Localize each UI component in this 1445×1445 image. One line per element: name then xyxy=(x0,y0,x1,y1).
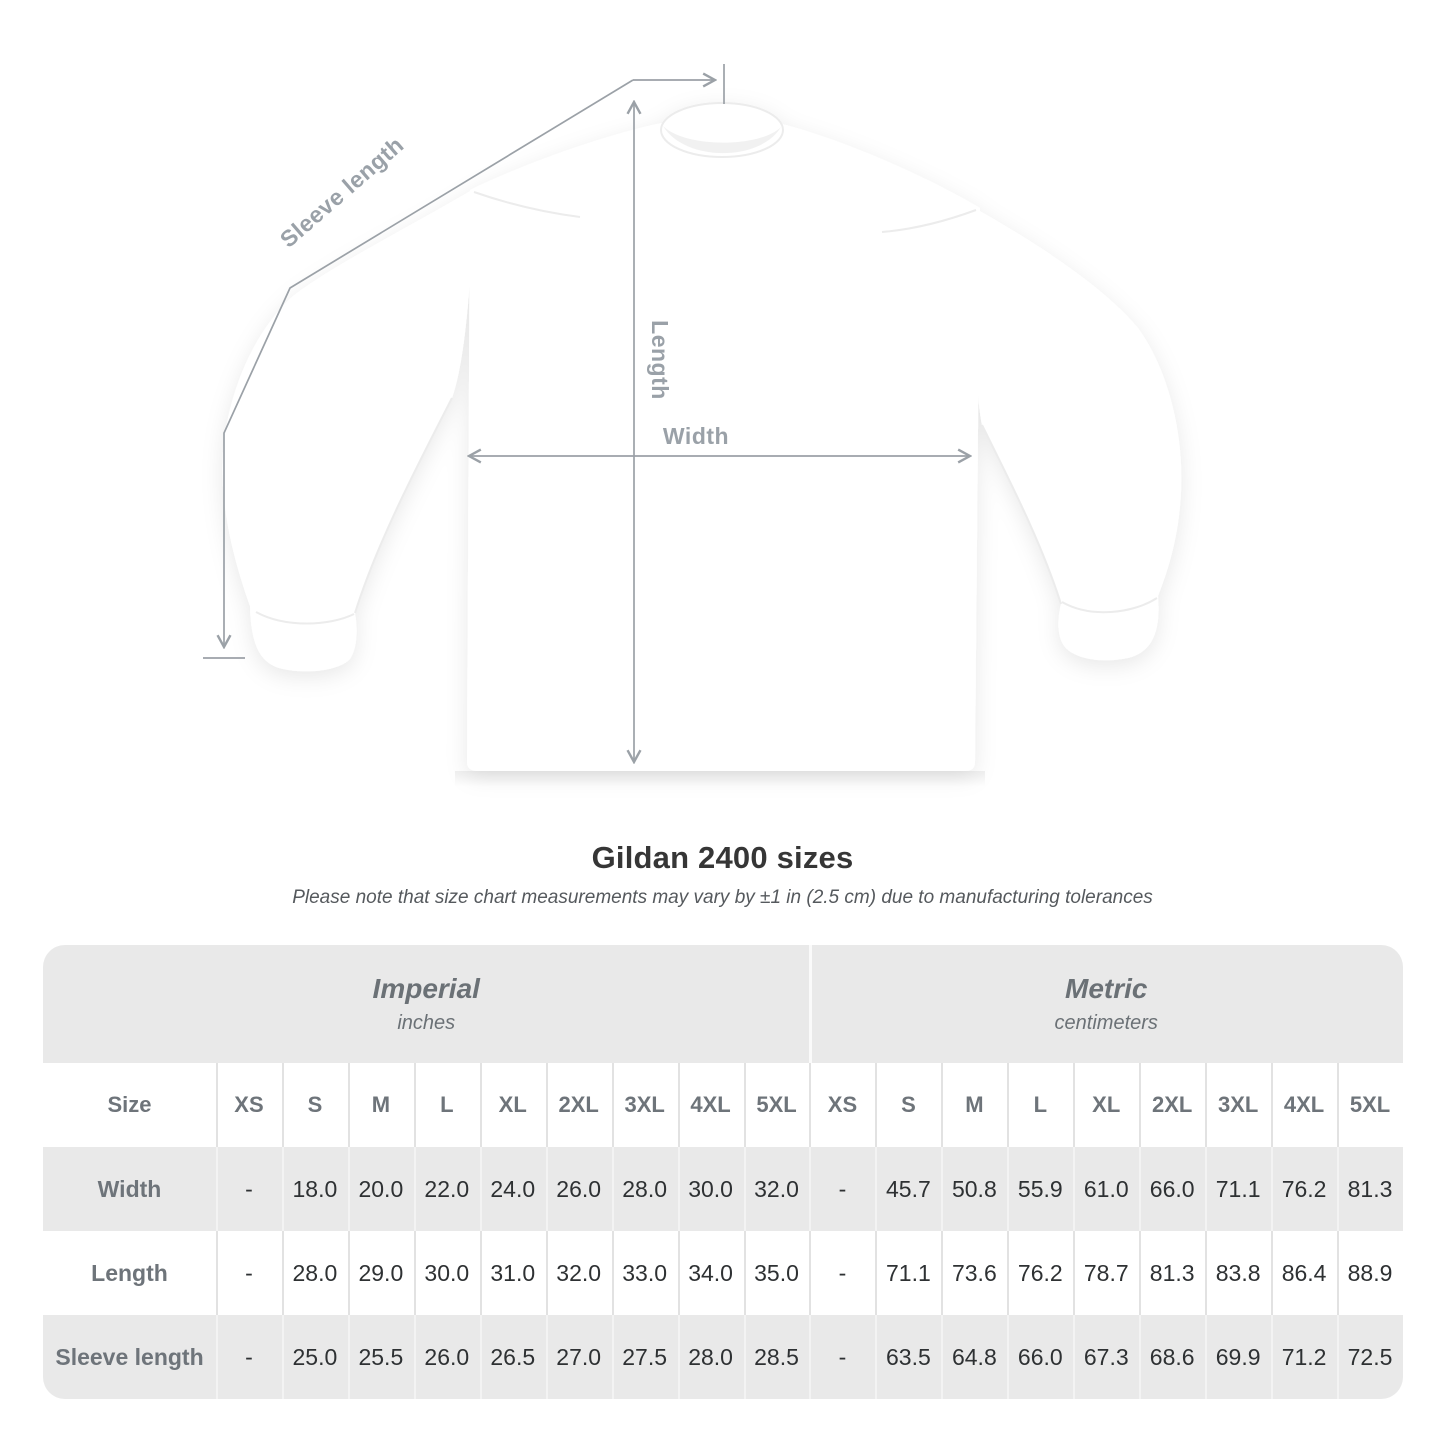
sleeve-length-label: Sleeve length xyxy=(275,131,409,252)
value-cell-imperial: 33.0 xyxy=(611,1231,678,1315)
size-header-metric-M: M xyxy=(941,1063,1008,1147)
shirt-shading xyxy=(255,191,1158,625)
length-label: Length xyxy=(647,320,673,400)
value-cell-metric: 64.8 xyxy=(941,1315,1008,1399)
size-header-metric-L: L xyxy=(1007,1063,1074,1147)
hem-shadow xyxy=(455,771,985,787)
value-cell-imperial: 28.0 xyxy=(611,1147,678,1231)
size-table-grid: Imperial inches Metric centimeters Size XS S M L… xyxy=(43,945,1403,1399)
row-label: Length xyxy=(43,1231,216,1315)
value-cell-imperial: 32.0 xyxy=(743,1147,810,1231)
value-cell-metric: 66.0 xyxy=(1007,1315,1074,1399)
size-table: Imperial inches Metric centimeters Size XS S M L… xyxy=(43,945,1403,1399)
unit-group-sublabel: centimeters xyxy=(1054,1012,1158,1034)
value-cell-imperial: 30.0 xyxy=(677,1147,744,1231)
value-cell-metric: 71.1 xyxy=(875,1231,942,1315)
value-cell-imperial: 25.5 xyxy=(347,1315,414,1399)
value-cell-imperial: 26.0 xyxy=(413,1315,480,1399)
size-header-imperial-XS: XS xyxy=(216,1063,282,1147)
value-cell-metric: 63.5 xyxy=(875,1315,942,1399)
value-cell-metric: 71.2 xyxy=(1271,1315,1338,1399)
value-cell-metric: 73.6 xyxy=(941,1231,1008,1315)
unit-group-metric: Metric centimeters xyxy=(809,945,1403,1063)
value-cell-metric: - xyxy=(809,1315,876,1399)
sleeve-length-arrow xyxy=(203,64,725,659)
value-cell-metric: 55.9 xyxy=(1007,1147,1074,1231)
value-cell-imperial: 29.0 xyxy=(347,1231,414,1315)
value-cell-metric: 61.0 xyxy=(1073,1147,1140,1231)
size-header-imperial-S: S xyxy=(281,1063,348,1147)
size-header-metric-XS: XS xyxy=(809,1063,876,1147)
row-label: Sleeve length xyxy=(43,1315,216,1399)
value-cell-metric: 50.8 xyxy=(941,1147,1008,1231)
size-header-metric-S: S xyxy=(875,1063,942,1147)
title-block: Gildan 2400 sizes Please note that size … xyxy=(0,840,1445,909)
value-cell-metric: 66.0 xyxy=(1139,1147,1206,1231)
row-label: Width xyxy=(43,1147,216,1231)
unit-group-label: Metric xyxy=(1065,973,1148,1004)
value-cell-imperial: 25.0 xyxy=(281,1315,348,1399)
value-cell-metric: - xyxy=(809,1147,876,1231)
value-cell-metric: 68.6 xyxy=(1139,1315,1206,1399)
value-cell-metric: 81.3 xyxy=(1139,1231,1206,1315)
size-header-imperial-2XL: 2XL xyxy=(545,1063,612,1147)
value-cell-metric: 78.7 xyxy=(1073,1231,1140,1315)
value-cell-imperial: 34.0 xyxy=(677,1231,744,1315)
unit-group-label: Imperial xyxy=(372,973,480,1004)
size-header-imperial-3XL: 3XL xyxy=(611,1063,678,1147)
value-cell-imperial: 27.5 xyxy=(611,1315,678,1399)
value-cell-imperial: 22.0 xyxy=(413,1147,480,1231)
shirt-diagram: Sleeve length Length Width xyxy=(203,64,1182,787)
size-header-imperial-L: L xyxy=(413,1063,480,1147)
size-header-metric-5XL: 5XL xyxy=(1337,1063,1403,1147)
size-header-imperial-4XL: 4XL xyxy=(677,1063,744,1147)
value-cell-imperial: 30.0 xyxy=(413,1231,480,1315)
value-cell-metric: 67.3 xyxy=(1073,1315,1140,1399)
value-cell-metric: 86.4 xyxy=(1271,1231,1338,1315)
size-header-imperial-XL: XL xyxy=(479,1063,546,1147)
size-column-header: Size xyxy=(43,1063,216,1147)
value-cell-imperial: 28.0 xyxy=(281,1231,348,1315)
value-cell-metric: 72.5 xyxy=(1337,1315,1403,1399)
size-header-metric-4XL: 4XL xyxy=(1271,1063,1338,1147)
value-cell-metric: 45.7 xyxy=(875,1147,942,1231)
size-header-metric-3XL: 3XL xyxy=(1205,1063,1272,1147)
unit-group-sublabel: inches xyxy=(397,1012,456,1034)
size-header-imperial-5XL: 5XL xyxy=(743,1063,810,1147)
measurement-arrows xyxy=(203,64,969,761)
value-cell-imperial: 28.0 xyxy=(677,1315,744,1399)
value-cell-imperial: 24.0 xyxy=(479,1147,546,1231)
size-chart-subtitle: Please note that size chart measurements… xyxy=(292,887,1153,908)
value-cell-imperial: 31.0 xyxy=(479,1231,546,1315)
value-cell-metric: - xyxy=(809,1231,876,1315)
value-cell-metric: 88.9 xyxy=(1337,1231,1403,1315)
value-cell-metric: 71.1 xyxy=(1205,1147,1272,1231)
value-cell-imperial: 20.0 xyxy=(347,1147,414,1231)
value-cell-imperial: 18.0 xyxy=(281,1147,348,1231)
value-cell-metric: 76.2 xyxy=(1271,1147,1338,1231)
value-cell-imperial: 27.0 xyxy=(545,1315,612,1399)
value-cell-imperial: - xyxy=(216,1315,282,1399)
size-header-metric-XL: XL xyxy=(1073,1063,1140,1147)
width-label: Width xyxy=(663,423,729,449)
value-cell-metric: 81.3 xyxy=(1337,1147,1403,1231)
value-cell-metric: 83.8 xyxy=(1205,1231,1272,1315)
value-cell-metric: 76.2 xyxy=(1007,1231,1074,1315)
unit-group-imperial: Imperial inches xyxy=(43,945,810,1063)
size-header-imperial-M: M xyxy=(347,1063,414,1147)
size-chart-title: Gildan 2400 sizes xyxy=(591,840,854,875)
value-cell-imperial: 28.5 xyxy=(743,1315,810,1399)
value-cell-imperial: 26.0 xyxy=(545,1147,612,1231)
value-cell-metric: 69.9 xyxy=(1205,1315,1272,1399)
shirt-illustration xyxy=(222,102,1182,771)
value-cell-imperial: 32.0 xyxy=(545,1231,612,1315)
value-cell-imperial: - xyxy=(216,1147,282,1231)
value-cell-imperial: 35.0 xyxy=(743,1231,810,1315)
value-cell-imperial: 26.5 xyxy=(479,1315,546,1399)
value-cell-imperial: - xyxy=(216,1231,282,1315)
size-header-metric-2XL: 2XL xyxy=(1139,1063,1206,1147)
